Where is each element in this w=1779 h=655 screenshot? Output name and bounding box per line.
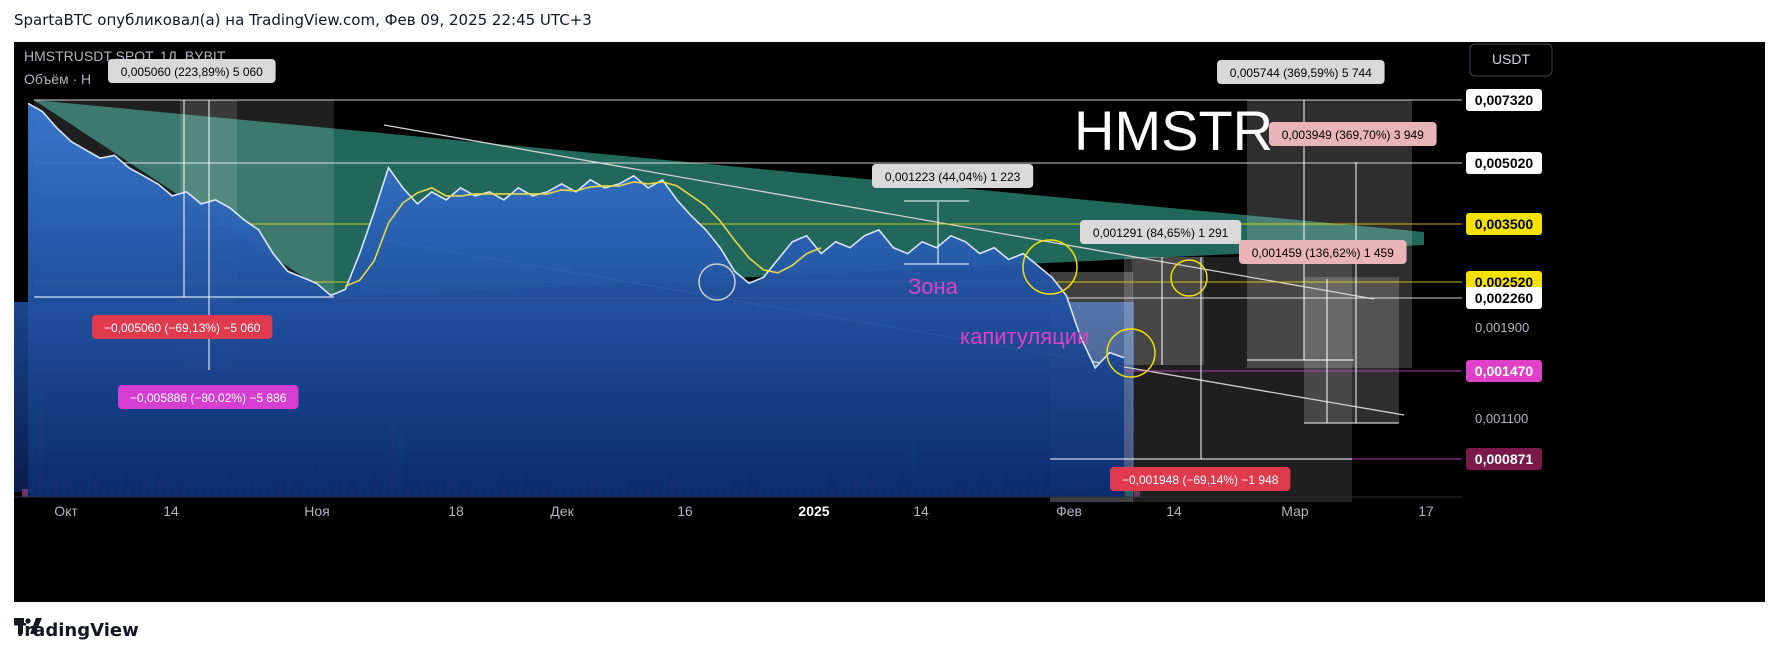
measurement-text: 0,001291 (84,65%) 1 291: [1093, 226, 1229, 240]
circle-marker-3: [1170, 259, 1208, 297]
measurement-text: −0,005886 (−80,02%) −5 886: [130, 391, 287, 405]
measurement-bg: [118, 385, 299, 409]
measurement-bg: [1080, 220, 1242, 244]
x-tick-label: 14: [1166, 503, 1182, 519]
price-level-label: 0,007320: [1466, 89, 1542, 111]
measurement-label: 0,003949 (369,70%) 3 949: [1269, 122, 1437, 146]
measurement-label: 0,001223 (44,04%) 1 223: [872, 164, 1034, 188]
measurement-text: −0,005060 (−69,13%) −5 060: [104, 321, 261, 335]
price-line: [27, 102, 1125, 370]
publish-info: SpartaBTC опубликовал(а) на TradingView.…: [14, 11, 592, 29]
measure-box-6: [1124, 257, 1204, 365]
x-tick-label: 16: [677, 503, 693, 519]
measurement-label: 0,005060 (223,89%) 5 060: [108, 59, 276, 83]
channel-top-line: [383, 124, 1375, 300]
price-label-bg: [1466, 360, 1542, 382]
price-label-text: 0,002520: [1475, 274, 1534, 290]
x-tick-label: 14: [163, 503, 179, 519]
measurement-label: −0,005060 (−69,13%) −5 060: [92, 315, 273, 339]
measurement-bg: [1217, 60, 1385, 84]
footer-brand[interactable]: TradingView: [14, 618, 139, 642]
volume-bar: [22, 489, 28, 497]
price-label-bg: [1466, 448, 1542, 470]
x-tick-label: Дек: [550, 503, 574, 519]
price-level-label: 0,005020: [1466, 152, 1542, 174]
price-label-bg: [1466, 287, 1542, 309]
currency-button-label[interactable]: USDT: [1492, 51, 1531, 67]
circle-marker-2: [1022, 239, 1078, 295]
price-level-label: 0,001470: [1466, 360, 1542, 382]
price-label-bg: [1466, 213, 1542, 235]
highlight-circles: [698, 239, 1208, 378]
annotation-capitulation: капитуляции: [960, 324, 1089, 349]
price-label-text: 0,002260: [1475, 290, 1534, 306]
x-tick-label: Мар: [1281, 503, 1309, 519]
price-label-text: 0,000871: [1475, 451, 1534, 467]
price-level-label: 0,002260: [1466, 287, 1542, 309]
annotation-zone: Зона: [908, 274, 959, 299]
chart-svg: HMSTRUSDT SPOT, 1Д, BYBIT Объём · Н HMST…: [14, 42, 1765, 602]
measurement-label: −0,005886 (−80,02%) −5 886: [118, 385, 299, 409]
moving-average-line: [344, 181, 822, 288]
x-tick-label: 2025: [798, 503, 829, 519]
chart-area[interactable]: HMSTRUSDT SPOT, 1Д, BYBIT Объём · Н HMST…: [14, 42, 1765, 602]
price-level-label: 0,003500: [1466, 213, 1542, 235]
measurement-bg: [108, 59, 276, 83]
price-area: [28, 103, 1124, 498]
measure-box-7: [1304, 277, 1399, 423]
x-tick-label: 18: [448, 503, 464, 519]
price-scale-bg: [1462, 42, 1765, 602]
scale-tick-1: 0,001900: [1475, 320, 1529, 335]
price-level-label: 0,000871: [1466, 448, 1542, 470]
measurement-text: 0,001223 (44,04%) 1 223: [885, 170, 1021, 184]
tradingview-logo-icon: [14, 618, 42, 634]
measurement-text: 0,005060 (223,89%) 5 060: [121, 65, 263, 79]
x-tick-label: Фев: [1056, 503, 1082, 519]
measurement-label: 0,001291 (84,65%) 1 291: [1080, 220, 1242, 244]
price-label-text: 0,007320: [1475, 92, 1534, 108]
price-label-bg: [1466, 152, 1542, 174]
x-tick-label: Ноя: [304, 503, 329, 519]
measurement-bg: [872, 164, 1034, 188]
price-label-text: 0,001470: [1475, 363, 1534, 379]
volume-line: Объём · Н: [24, 71, 91, 87]
x-tick-label: Окт: [54, 503, 78, 519]
measurement-text: −0,001948 (−69,14%) −1 948: [1122, 473, 1279, 487]
circle-marker-4: [1106, 328, 1156, 378]
footer-brand-text: TradingView: [14, 619, 139, 641]
measurement-label: 0,001459 (136,62%) 1 459: [1239, 240, 1407, 264]
x-tick-label: 17: [1418, 503, 1434, 519]
price-label-text: 0,003500: [1475, 216, 1534, 232]
measurement-label: −0,001948 (−69,14%) −1 948: [1110, 467, 1291, 491]
currency-button[interactable]: [1469, 43, 1553, 77]
measurement-bg: [92, 315, 273, 339]
measurement-label: 0,005744 (369,59%) 5 744: [1217, 60, 1385, 84]
measurement-bg: [1239, 240, 1407, 264]
price-label-bg: [1466, 89, 1542, 111]
watermark-text: HMSTR: [1074, 99, 1273, 162]
measurement-text: 0,005744 (369,59%) 5 744: [1230, 66, 1372, 80]
measurement-text: 0,001459 (136,62%) 1 459: [1252, 246, 1394, 260]
measurement-text: 0,003949 (369,70%) 3 949: [1282, 128, 1424, 142]
circle-marker-1: [698, 263, 736, 301]
measurement-bg: [1110, 467, 1291, 491]
x-tick-label: 14: [913, 503, 929, 519]
measurement-bg: [1269, 122, 1437, 146]
price-label-text: 0,005020: [1475, 155, 1534, 171]
scale-tick-2: 0,001100: [1475, 411, 1528, 426]
